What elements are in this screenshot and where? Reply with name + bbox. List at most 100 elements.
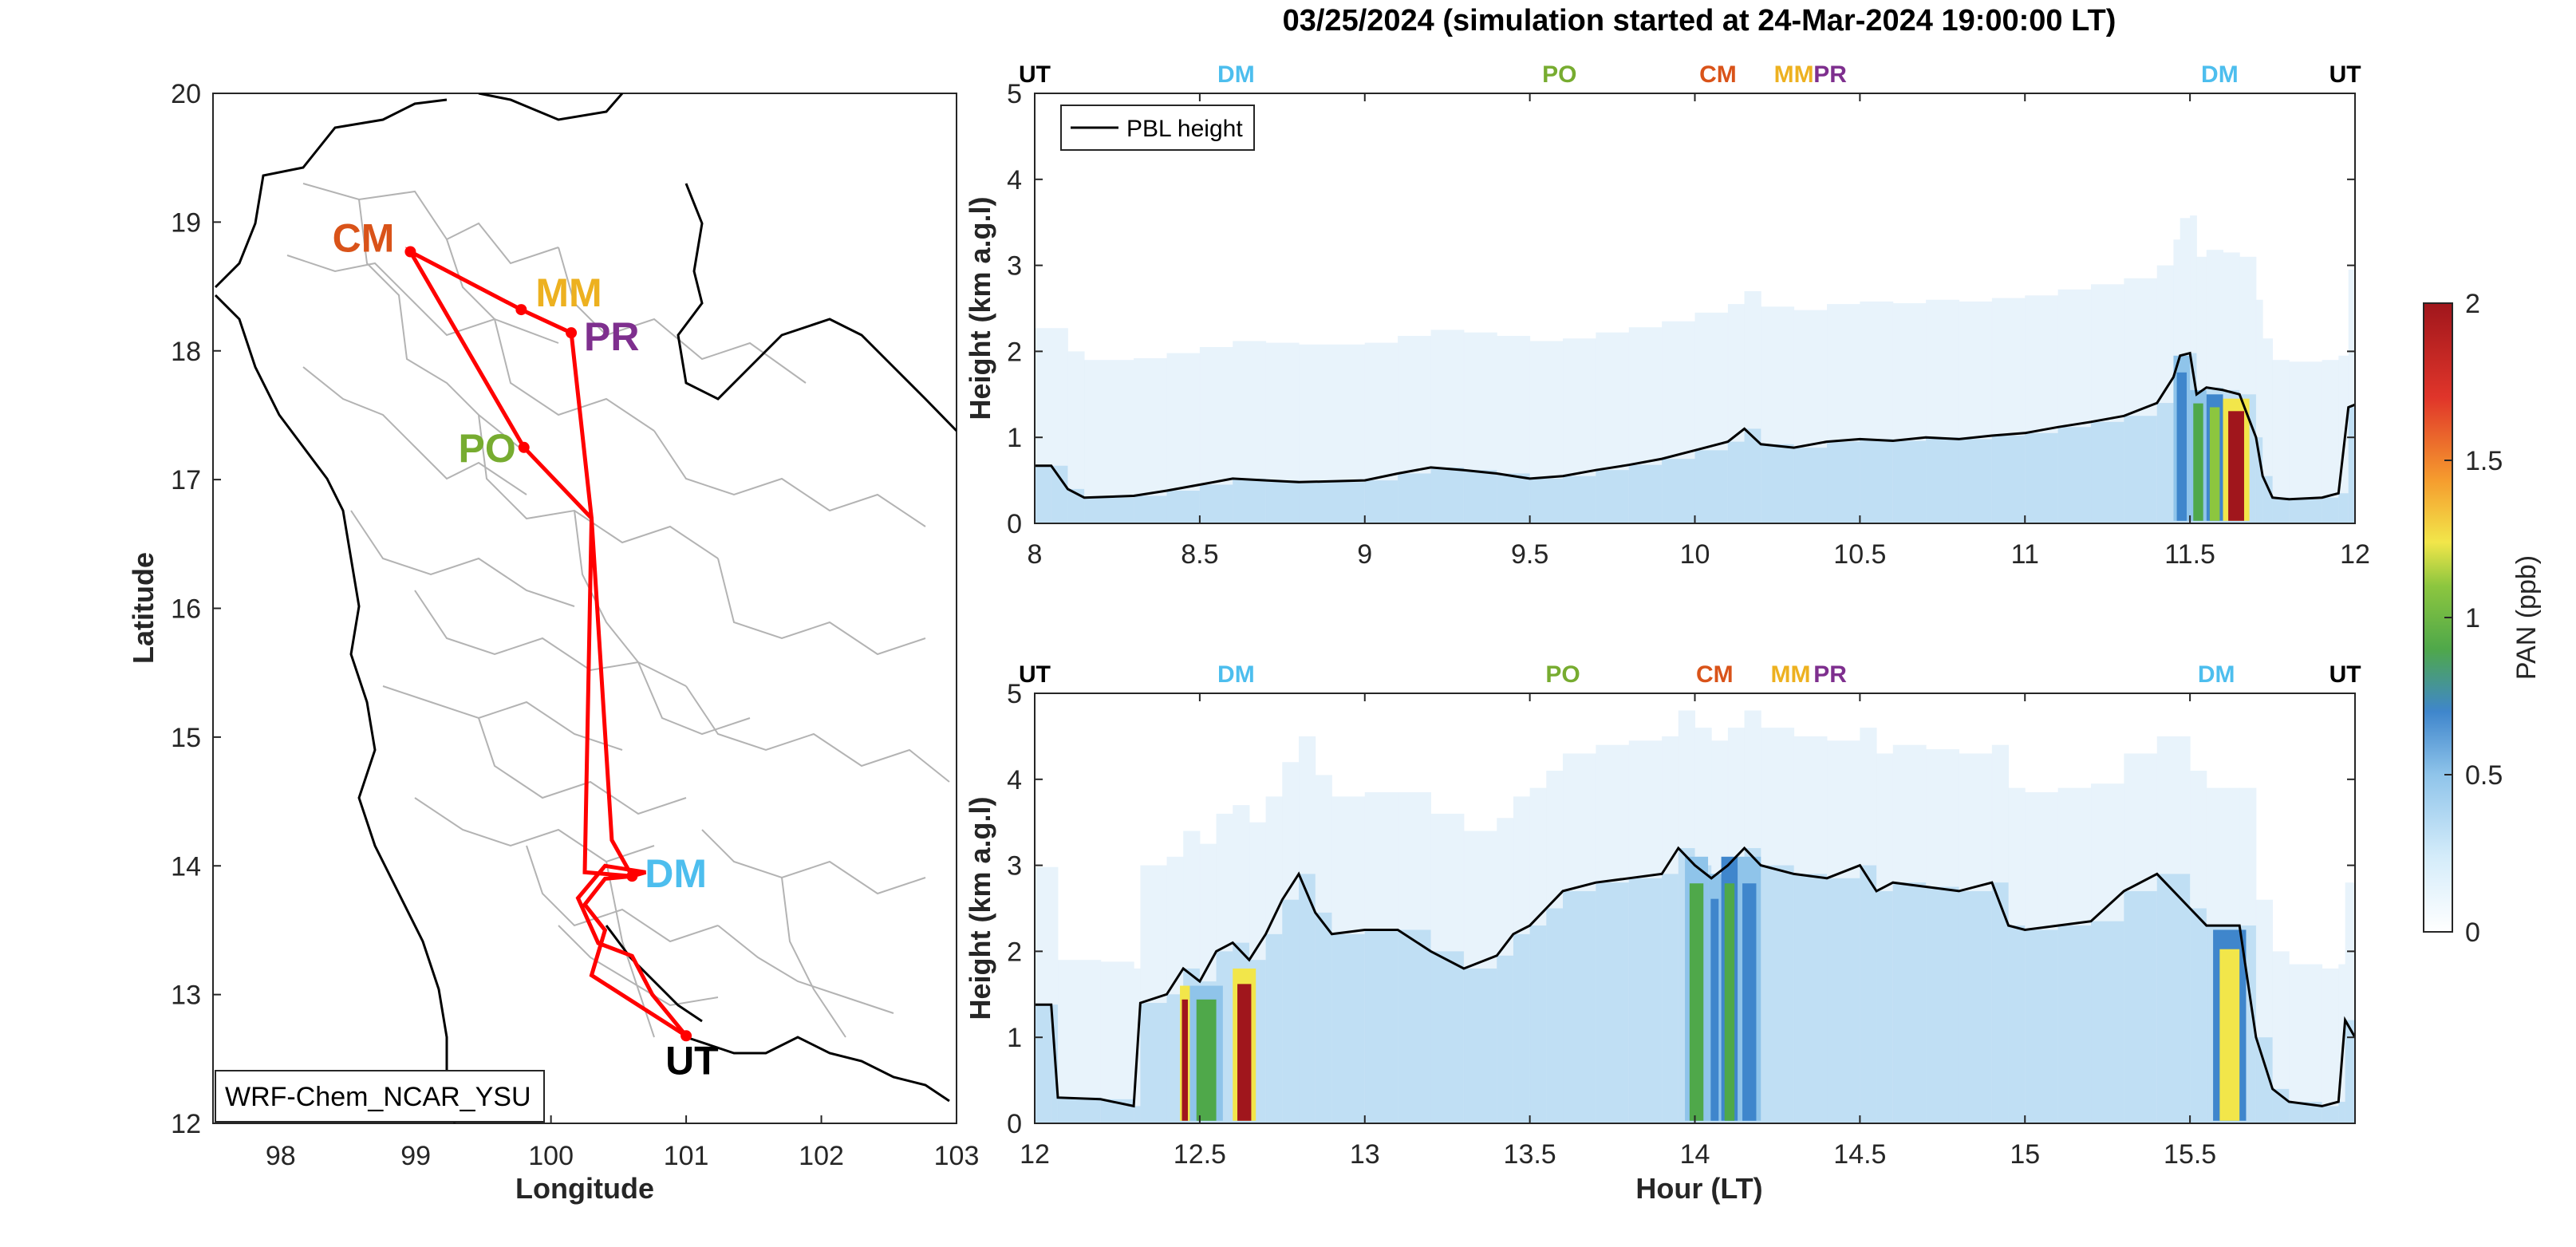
map-y-tick-label: 12 bbox=[171, 1109, 201, 1139]
country-outline bbox=[214, 93, 957, 1123]
heatmap-cell bbox=[1563, 476, 1596, 523]
heatmap-cell bbox=[1892, 440, 1927, 523]
x-tick-label: 10 bbox=[1680, 539, 1710, 570]
y-tick-label: 4 bbox=[1007, 765, 1022, 795]
site-label-dm: DM bbox=[645, 851, 707, 896]
map-x-tick-label: 98 bbox=[266, 1141, 296, 1171]
heatmap-cell bbox=[2272, 951, 2290, 1123]
flight-label-po: PO bbox=[1542, 61, 1576, 88]
pbl-legend: PBL height bbox=[1060, 105, 1255, 151]
colorbar-tick-label: 0 bbox=[2465, 917, 2480, 948]
x-tick-label: 12 bbox=[1020, 1139, 1050, 1170]
heatmap-cell bbox=[1761, 865, 1795, 1123]
x-tick-label: 9 bbox=[1357, 539, 1372, 570]
heatmap-cell bbox=[1140, 1003, 1167, 1123]
pbl-legend-label: PBL height bbox=[1126, 116, 1243, 142]
heatmap-cell bbox=[1497, 955, 1514, 1123]
heatmap-cell bbox=[1430, 467, 1465, 523]
flight-label-cm: CM bbox=[1699, 61, 1737, 88]
heatmap-cell bbox=[2190, 908, 2207, 1123]
heatmap-cell bbox=[2057, 925, 2092, 1123]
heatmap-cell bbox=[1398, 473, 1431, 523]
flight-route bbox=[404, 247, 688, 1038]
pan-column-core bbox=[1237, 984, 1252, 1121]
heatmap-cell bbox=[1364, 480, 1398, 523]
heatmap-cell bbox=[2124, 890, 2158, 1123]
pan-column-core bbox=[2193, 403, 2203, 521]
heatmap-cell bbox=[1051, 465, 1068, 523]
heatmap-cell bbox=[1926, 437, 1959, 523]
colorbar-tick-label: 1.5 bbox=[2465, 446, 2503, 476]
pan-column-core bbox=[1689, 883, 1704, 1121]
y-tick-label: 3 bbox=[1007, 851, 1022, 882]
map-y-tick-label: 17 bbox=[171, 465, 201, 495]
pbl-height-line bbox=[1035, 846, 2355, 1108]
heatmap-cell bbox=[1051, 866, 1059, 1123]
heatmap-cell bbox=[1793, 874, 1828, 1123]
map-x-tick-labels: 98 99 100 101 102 103 bbox=[266, 1115, 980, 1171]
heatmap-cell bbox=[1727, 441, 1746, 523]
site-marker-ut bbox=[680, 1030, 692, 1042]
y-tick-label: 0 bbox=[1007, 1109, 1022, 1139]
heatmap-cell bbox=[2345, 1020, 2355, 1123]
pan-column-core bbox=[2228, 411, 2244, 521]
heatmap-cell bbox=[1497, 473, 1531, 523]
heatmap-cell bbox=[1299, 874, 1316, 1123]
heatmap-field bbox=[1035, 693, 2355, 1123]
pan-column-core bbox=[1710, 898, 1719, 1121]
heatmap-cell bbox=[2156, 874, 2191, 1123]
site-marker-po bbox=[518, 441, 530, 453]
heatmap-cell bbox=[1892, 882, 1927, 1123]
colorbar-tick-label: 0.5 bbox=[2465, 760, 2503, 791]
heatmap-cell bbox=[2124, 416, 2158, 523]
heatmap-cell bbox=[1876, 890, 1894, 1123]
heatmap-cell bbox=[2322, 497, 2339, 523]
heatmap-cell bbox=[1265, 480, 1300, 523]
heatmap-cell bbox=[2322, 1106, 2339, 1123]
pan-column-core bbox=[2219, 949, 2240, 1121]
heatmap-cell bbox=[1067, 351, 1085, 523]
y-tick-label: 2 bbox=[1007, 937, 1022, 967]
map-y-tick-label: 18 bbox=[171, 337, 201, 367]
heatmap-cell bbox=[1991, 882, 2010, 1123]
heatmap-cell bbox=[1331, 933, 1366, 1123]
heatmap-cell bbox=[2255, 437, 2263, 523]
heatmap-cell bbox=[1084, 497, 1134, 523]
heatmap-cell bbox=[2255, 1037, 2274, 1123]
heatmap-cell bbox=[1463, 470, 1497, 523]
pan-column-core bbox=[1724, 883, 1735, 1121]
heatmap-cell bbox=[2322, 360, 2339, 523]
y-tick-label: 1 bbox=[1007, 423, 1022, 453]
heatmap-cell bbox=[1057, 1097, 1102, 1123]
heatmap-cell bbox=[1662, 874, 1679, 1123]
site-marker-dm bbox=[626, 870, 638, 882]
heatmap-cell bbox=[1398, 929, 1431, 1123]
heatmap-cell bbox=[1134, 1106, 1141, 1123]
site-label-ut: UT bbox=[665, 1038, 719, 1083]
heatmap-cell bbox=[1793, 448, 1828, 523]
flight-label-dm: DM bbox=[1217, 661, 1255, 688]
flight-label-dm: DM bbox=[1217, 61, 1255, 88]
heatmap-cell bbox=[1761, 444, 1795, 523]
flight-label-pr: PR bbox=[1813, 61, 1847, 88]
province-borders bbox=[286, 183, 950, 1038]
heatmap-cell bbox=[1694, 450, 1729, 523]
heatmap-cell bbox=[1529, 925, 1547, 1123]
bottom-x-axis-label: Hour (LT) bbox=[1635, 1172, 1762, 1205]
heatmap-cell bbox=[1100, 961, 1134, 1123]
map-y-tick-labels: 12 13 14 15 16 17 18 19 20 bbox=[171, 79, 221, 1139]
map-axes-box bbox=[212, 93, 957, 1124]
y-tick-label: 5 bbox=[1007, 679, 1022, 709]
heatmap-cell bbox=[2272, 497, 2290, 523]
heatmap-cell bbox=[1529, 478, 1564, 523]
map-x-tick-label: 103 bbox=[934, 1141, 980, 1171]
x-tick-label: 14 bbox=[1680, 1139, 1710, 1170]
heatmap-cell bbox=[1662, 459, 1695, 523]
colorbar: 0 0.5 1 1.5 2 PAN (ppb) bbox=[2423, 289, 2542, 948]
flight-label-ut: UT bbox=[2329, 61, 2361, 88]
y-tick-label: 3 bbox=[1007, 251, 1022, 282]
y-axis-label: Height (km a.g.l) bbox=[964, 196, 996, 420]
heatmap-cell bbox=[1430, 951, 1465, 1123]
heatmap-cell bbox=[1199, 484, 1233, 523]
y-tick-label: 0 bbox=[1007, 509, 1022, 539]
